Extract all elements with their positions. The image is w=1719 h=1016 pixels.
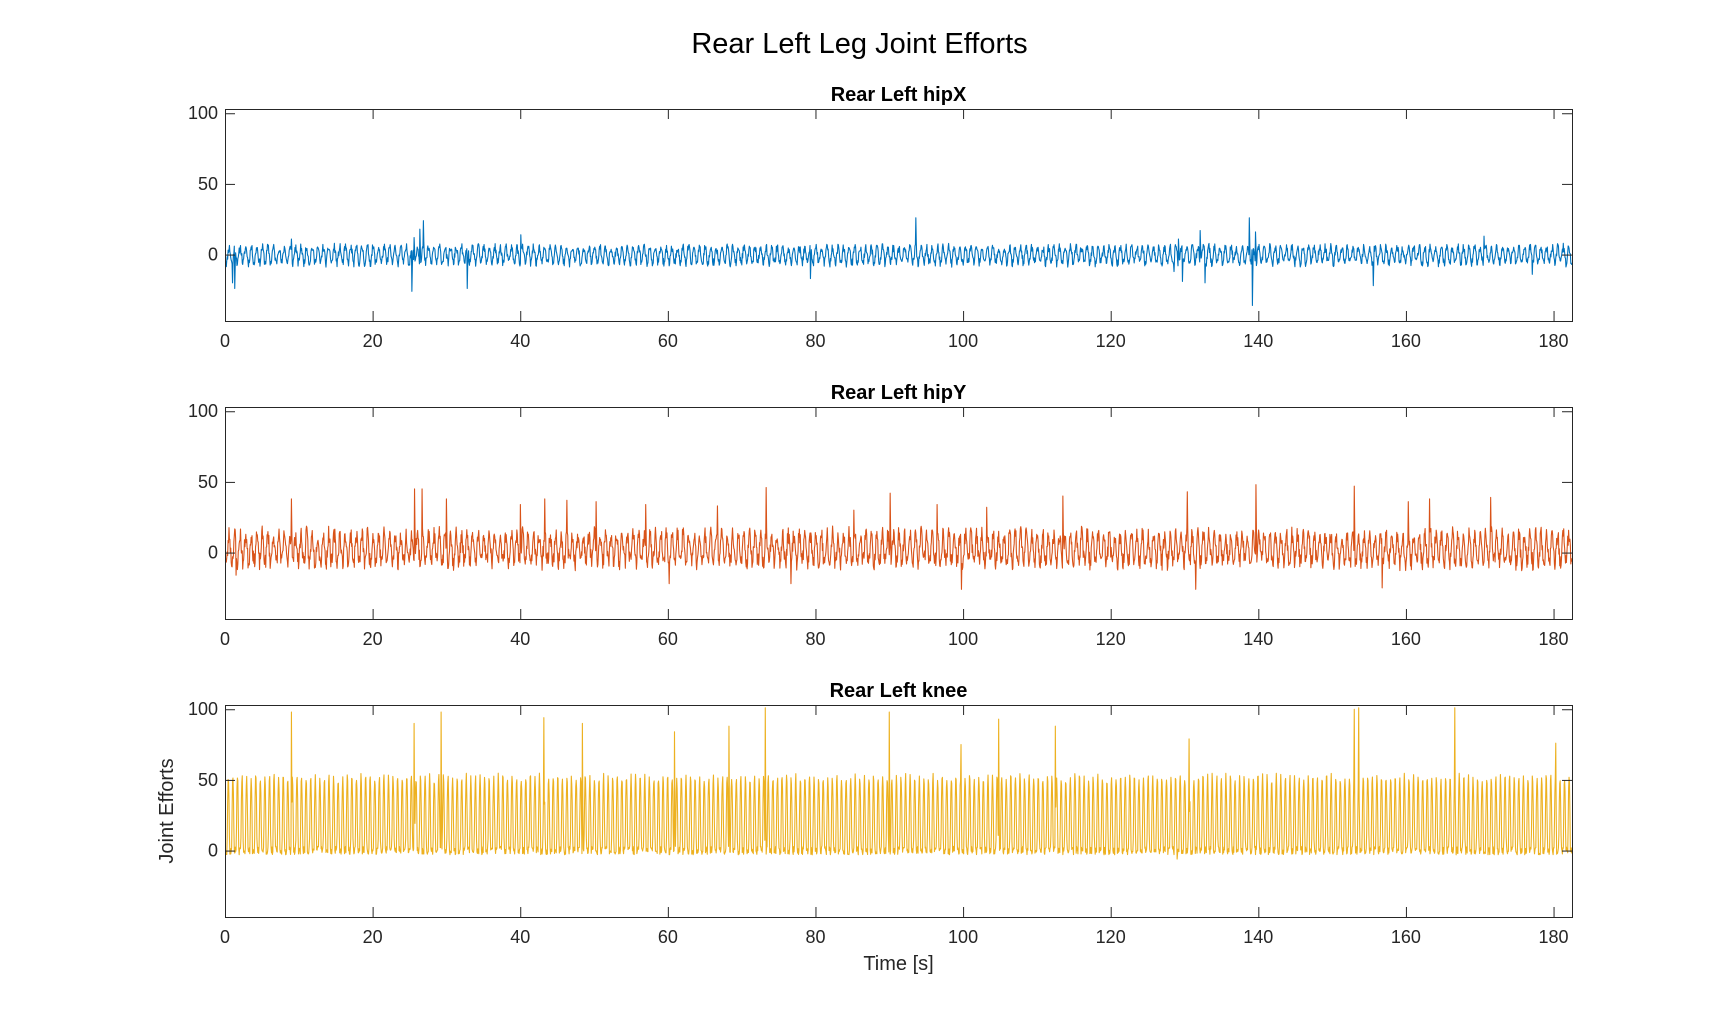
x-tick-label: 80 [805,927,825,947]
y-tick-label: 100 [188,699,218,719]
subplot-knee: 0 20 40 60 80 100 120 140 160 180 0 50 100 Rear Left … [156,680,1573,975]
y-tick-label: 50 [198,472,218,492]
x-tick-label: 20 [363,927,383,947]
x-tick-label: 120 [1096,629,1126,649]
y-tick-label: 50 [198,174,218,194]
y-tick-label: 0 [208,543,218,563]
x-tick-label: 60 [658,927,678,947]
subplot-title: Rear Left hipX [831,84,967,106]
subplot-title: Rear Left hipY [831,382,967,404]
x-tick-label: 100 [948,331,978,351]
x-tick-label: 60 [658,331,678,351]
subplot-hipy: 0 20 40 60 80 100 120 140 160 180 0 50 100 Rear Left … [188,382,1573,649]
axes-box [225,109,1573,322]
x-tick-label: 100 [948,927,978,947]
x-tick-label: 160 [1391,331,1421,351]
subplot-hipx: 0 20 40 60 80 100 120 140 160 180 0 50 100 Rear Left … [188,84,1573,351]
x-tick-label: 160 [1391,927,1421,947]
x-tick-label: 0 [220,927,230,947]
x-tick-label: 120 [1096,927,1126,947]
x-tick-label: 0 [220,331,230,351]
y-tick-label: 0 [208,841,218,861]
x-tick-label: 180 [1539,927,1569,947]
x-tick-label: 120 [1096,331,1126,351]
axes-box [225,407,1573,620]
subplot-title: Rear Left knee [830,680,968,702]
x-tick-label: 0 [220,629,230,649]
y-tick-label: 100 [188,401,218,421]
y-axis-label: Joint Efforts [156,758,178,863]
series-line-2-0 [225,707,1572,860]
x-tick-label: 60 [658,629,678,649]
x-tick-label: 80 [805,331,825,351]
y-tick-label: 100 [188,103,218,123]
x-tick-label: 140 [1243,629,1273,649]
x-tick-label: 140 [1243,927,1273,947]
figure-title: Rear Left Leg Joint Efforts [691,28,1028,60]
x-tick-label: 20 [363,629,383,649]
x-tick-label: 100 [948,629,978,649]
axes-box [225,705,1573,918]
y-tick-label: 0 [208,245,218,265]
x-tick-label: 180 [1539,629,1569,649]
y-tick-label: 50 [198,770,218,790]
x-tick-label: 40 [510,331,530,351]
x-tick-label: 140 [1243,331,1273,351]
x-axis-label: Time [s] [863,953,933,975]
x-tick-label: 40 [510,927,530,947]
x-tick-label: 40 [510,629,530,649]
x-tick-label: 180 [1539,331,1569,351]
x-tick-label: 160 [1391,629,1421,649]
x-tick-label: 20 [363,331,383,351]
series-line-1-0 [225,484,1572,590]
x-tick-label: 80 [805,629,825,649]
series-line-0-0 [225,217,1572,306]
